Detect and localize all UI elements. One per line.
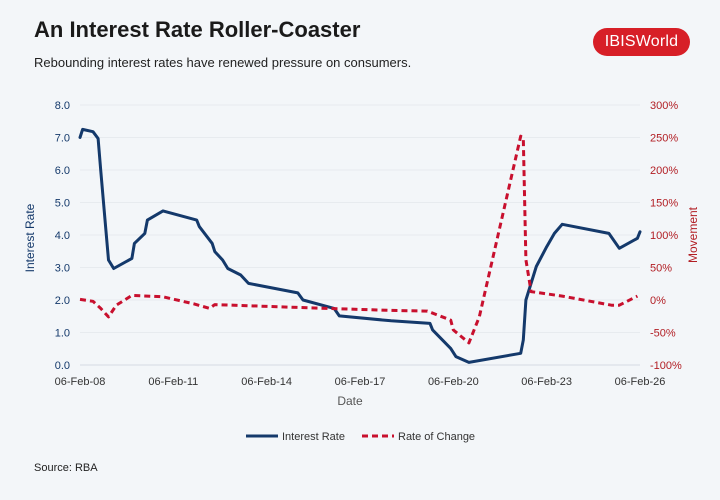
y-tick-label: 3.0 <box>55 263 70 275</box>
x-tick-label: 06-Feb-08 <box>55 376 106 388</box>
logo-text: IBISWorld <box>604 33 679 50</box>
interest-rate-line <box>78 127 642 364</box>
y-tick-label: 7.0 <box>55 133 70 145</box>
y-tick-label: 5.0 <box>55 198 70 210</box>
y2-tick-label: 100% <box>650 230 678 242</box>
y2-tick-label: -50% <box>650 328 676 340</box>
y-tick-label: 6.0 <box>55 165 70 177</box>
rate-of-change-line <box>79 134 639 345</box>
x-tick-label: 06-Feb-14 <box>241 376 292 388</box>
y2-tick-label: 50% <box>650 263 672 275</box>
x-tick-label: 06-Feb-20 <box>428 376 479 388</box>
y-tick-label: 0.0 <box>55 360 70 372</box>
x-tick-label: 06-Feb-26 <box>615 376 666 388</box>
chart-title: An Interest Rate Roller-Coaster <box>34 17 361 42</box>
x-tick-label: 06-Feb-23 <box>521 376 572 388</box>
legend-label-rate-of-change: Rate of Change <box>398 431 475 443</box>
y2-tick-label: 0% <box>650 295 666 307</box>
y2-tick-label: 250% <box>650 133 678 145</box>
x-axis-label: Date <box>337 394 363 408</box>
source-note: Source: RBA <box>34 462 98 474</box>
chart-subtitle: Rebounding interest rates have renewed p… <box>34 55 412 70</box>
y-tick-label: 4.0 <box>55 230 70 242</box>
ibisworld-logo: IBISWorld <box>593 28 690 56</box>
y2-tick-label: 300% <box>650 100 678 112</box>
y-axis-label: Interest Rate <box>23 203 37 272</box>
y2-tick-label: 150% <box>650 198 678 210</box>
y-tick-label: 2.0 <box>55 295 70 307</box>
y2-tick-label: 200% <box>650 165 678 177</box>
y2-axis-label: Movement <box>686 206 700 263</box>
y-tick-label: 1.0 <box>55 328 70 340</box>
y2-tick-label: -100% <box>650 360 682 372</box>
x-tick-label: 06-Feb-11 <box>148 376 198 388</box>
x-tick-label: 06-Feb-17 <box>335 376 386 388</box>
legend-label-interest-rate: Interest Rate <box>282 431 345 443</box>
legend: Interest Rate Rate of Change <box>246 431 475 443</box>
y-tick-label: 8.0 <box>55 100 70 112</box>
